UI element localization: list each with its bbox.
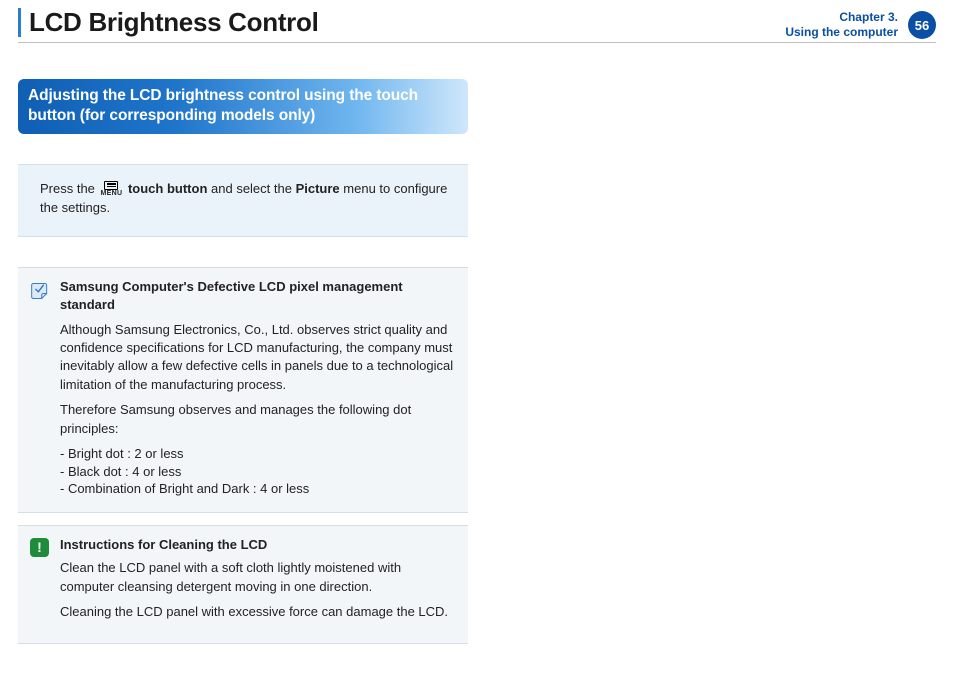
pixel-standard-note: Samsung Computer's Defective LCD pixel m… [18,267,468,513]
info-text-mid: and select the [211,181,296,196]
section-heading: Adjusting the LCD brightness control usi… [18,79,468,134]
chapter-line-2: Using the computer [785,25,898,40]
note-paragraph-1: Although Samsung Electronics, Co., Ltd. … [60,321,454,395]
chapter-line-1: Chapter 3. [785,10,898,25]
note-icon [30,278,50,498]
menu-icon: MENU [101,181,123,198]
info-text-pre: Press the [40,181,99,196]
dot-principles-list: - Bright dot : 2 or less - Black dot : 4… [60,445,454,498]
info-text-touch-button: touch button [128,181,207,196]
caution-title: Instructions for Cleaning the LCD [60,536,454,554]
info-text-picture: Picture [296,181,340,196]
page-header: LCD Brightness Control Chapter 3. Using … [0,0,954,41]
cleaning-caution: ! Instructions for Cleaning the LCD Clea… [18,525,468,644]
caution-icon: ! [30,536,50,629]
note-title: Samsung Computer's Defective LCD pixel m… [60,278,454,315]
caution-body: Instructions for Cleaning the LCD Clean … [60,536,454,629]
header-divider [18,42,936,43]
dot-item-bright: - Bright dot : 2 or less [60,445,454,463]
chapter-text: Chapter 3. Using the computer [785,10,898,40]
caution-paragraph-1: Clean the LCD panel with a soft cloth li… [60,559,454,596]
chapter-block: Chapter 3. Using the computer 56 [785,8,936,40]
page-title: LCD Brightness Control [18,8,319,37]
page-number-badge: 56 [908,11,936,39]
dot-item-black: - Black dot : 4 or less [60,463,454,481]
note-paragraph-2: Therefore Samsung observes and manages t… [60,401,454,438]
caution-paragraph-2: Cleaning the LCD panel with excessive fo… [60,603,454,621]
dot-item-combo: - Combination of Bright and Dark : 4 or … [60,480,454,498]
note-body: Samsung Computer's Defective LCD pixel m… [60,278,454,498]
menu-icon-label: MENU [101,190,123,197]
touch-button-info: Press the MENU touch button and select t… [18,164,468,237]
